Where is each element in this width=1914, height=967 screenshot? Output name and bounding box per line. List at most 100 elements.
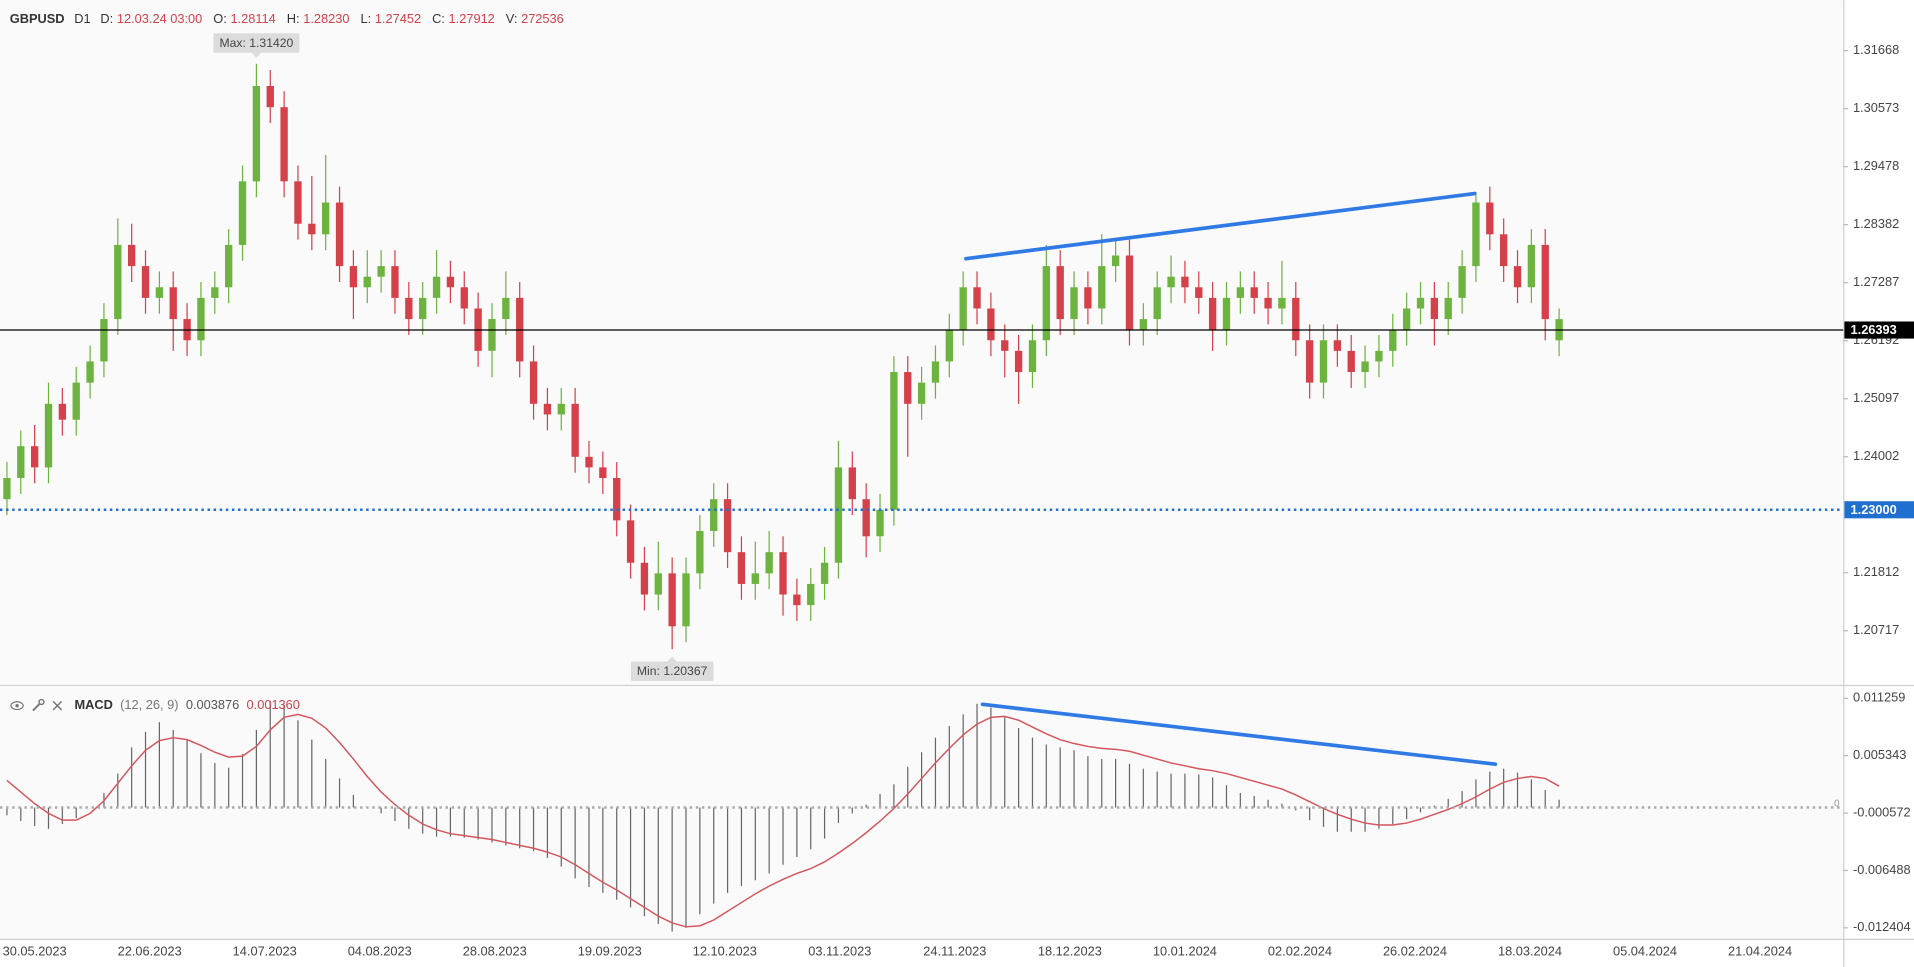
candle-body [1458,266,1466,298]
indicator-params: (12, 26, 9) [120,697,178,712]
candle-body [1125,255,1134,330]
candle-body [169,287,177,320]
candle-body [1208,297,1217,330]
candle-body [834,467,843,563]
candle-body [599,467,607,478]
candle-body [1444,297,1452,320]
settings-icon[interactable] [32,698,45,712]
candle-body [862,499,870,537]
ohlc-label: C: [432,11,445,26]
candle-body [945,329,953,362]
ohlc-value: 272536 [521,11,564,26]
y-tick-label: 0.011259 [1853,690,1905,705]
candle-body [1070,287,1078,320]
y-tick-label: 1.28382 [1853,216,1899,231]
x-tick-label: 03.11.2023 [808,944,871,959]
candle-body [779,552,787,595]
x-tick-label: 19.09.2023 [578,944,642,959]
candle-body [973,287,981,309]
candle-body [266,85,274,108]
candle-body [419,297,427,320]
candle-body [820,562,829,584]
y-tick-label: 1.31668 [1853,42,1899,57]
candle-body [987,308,995,341]
candle-body [30,446,39,468]
candle-body [446,276,455,288]
candle-body [751,573,759,584]
close-icon[interactable] [52,700,63,711]
candle-body [1361,361,1369,373]
ohlc-label: O: [213,11,227,26]
x-tick-label: 02.02.2024 [1268,944,1332,959]
candle-body [114,244,122,320]
candle-body [1167,276,1175,288]
macd-toolbar[interactable] [10,698,63,712]
candle-body [723,499,732,553]
candle-body [335,202,344,267]
candle-body [405,297,413,320]
annotation-box [630,661,714,681]
level-label: 0 [1834,798,1840,809]
ohlc-value: 1.27452 [375,11,421,26]
candle-body [904,372,912,404]
candle-body [1236,287,1245,298]
annotation-pointer [251,52,262,58]
candle-body [1292,297,1300,341]
candle-body [1319,340,1328,383]
x-tick-label: 10.01.2024 [1153,944,1217,959]
x-tick-label: 21.04.2024 [1728,944,1792,959]
annotation-label: Min: 1.20367 [637,664,708,678]
candle-body [1153,287,1161,320]
candle-body [1527,244,1536,288]
candle-body [529,361,538,404]
candle-body [1472,202,1480,267]
x-tick-label: 26.02.2024 [1383,944,1447,959]
ohlc-value: 1.28114 [230,11,275,26]
ohlc-value: 1.27912 [449,11,495,26]
candle-body [377,266,385,277]
candle-body [44,403,53,468]
candle-body [876,509,884,537]
eye-icon[interactable] [10,701,24,711]
trend-line [964,191,1477,261]
x-tick-label: 28.08.2023 [463,944,527,959]
candle-body [1541,244,1549,320]
candle-body [1513,266,1522,288]
candle-body [238,181,247,245]
symbol: GBPUSD [10,11,65,26]
candle-body [1139,319,1148,330]
candle-body [211,287,219,298]
y-tick-label: -0.012404 [1853,919,1911,934]
candle-body [1222,297,1231,330]
indicator-readout: 0.001360 [247,697,300,712]
candle-body [280,107,288,182]
candle-body [959,287,967,330]
candle-body [1347,350,1355,373]
candle-body [1056,266,1064,320]
macd-panel [0,687,1844,939]
candle-body [1195,287,1203,298]
candle-body [1014,350,1023,373]
candle-body [1375,350,1383,362]
candle-body [1333,340,1342,351]
candle-body [1278,297,1286,309]
candle-body [100,319,108,362]
signal-line [6,713,1560,928]
candle-body [1001,340,1009,351]
y-tick-label: 0.005343 [1853,747,1906,762]
ohlc-label: L: [360,11,371,26]
candle-body [1486,202,1494,235]
candle-body [793,594,801,606]
annotation-box [213,33,300,53]
candle-body [86,361,94,383]
candle-body [460,287,468,309]
annotation-label: Max: 1.31420 [219,36,293,50]
candle-body [432,276,441,298]
candle-body [848,467,856,500]
candle-body [668,573,676,627]
candle-body [557,403,565,415]
candle-body [613,477,621,521]
candle-body [1084,287,1092,309]
ohlc-label: V: [506,11,518,26]
